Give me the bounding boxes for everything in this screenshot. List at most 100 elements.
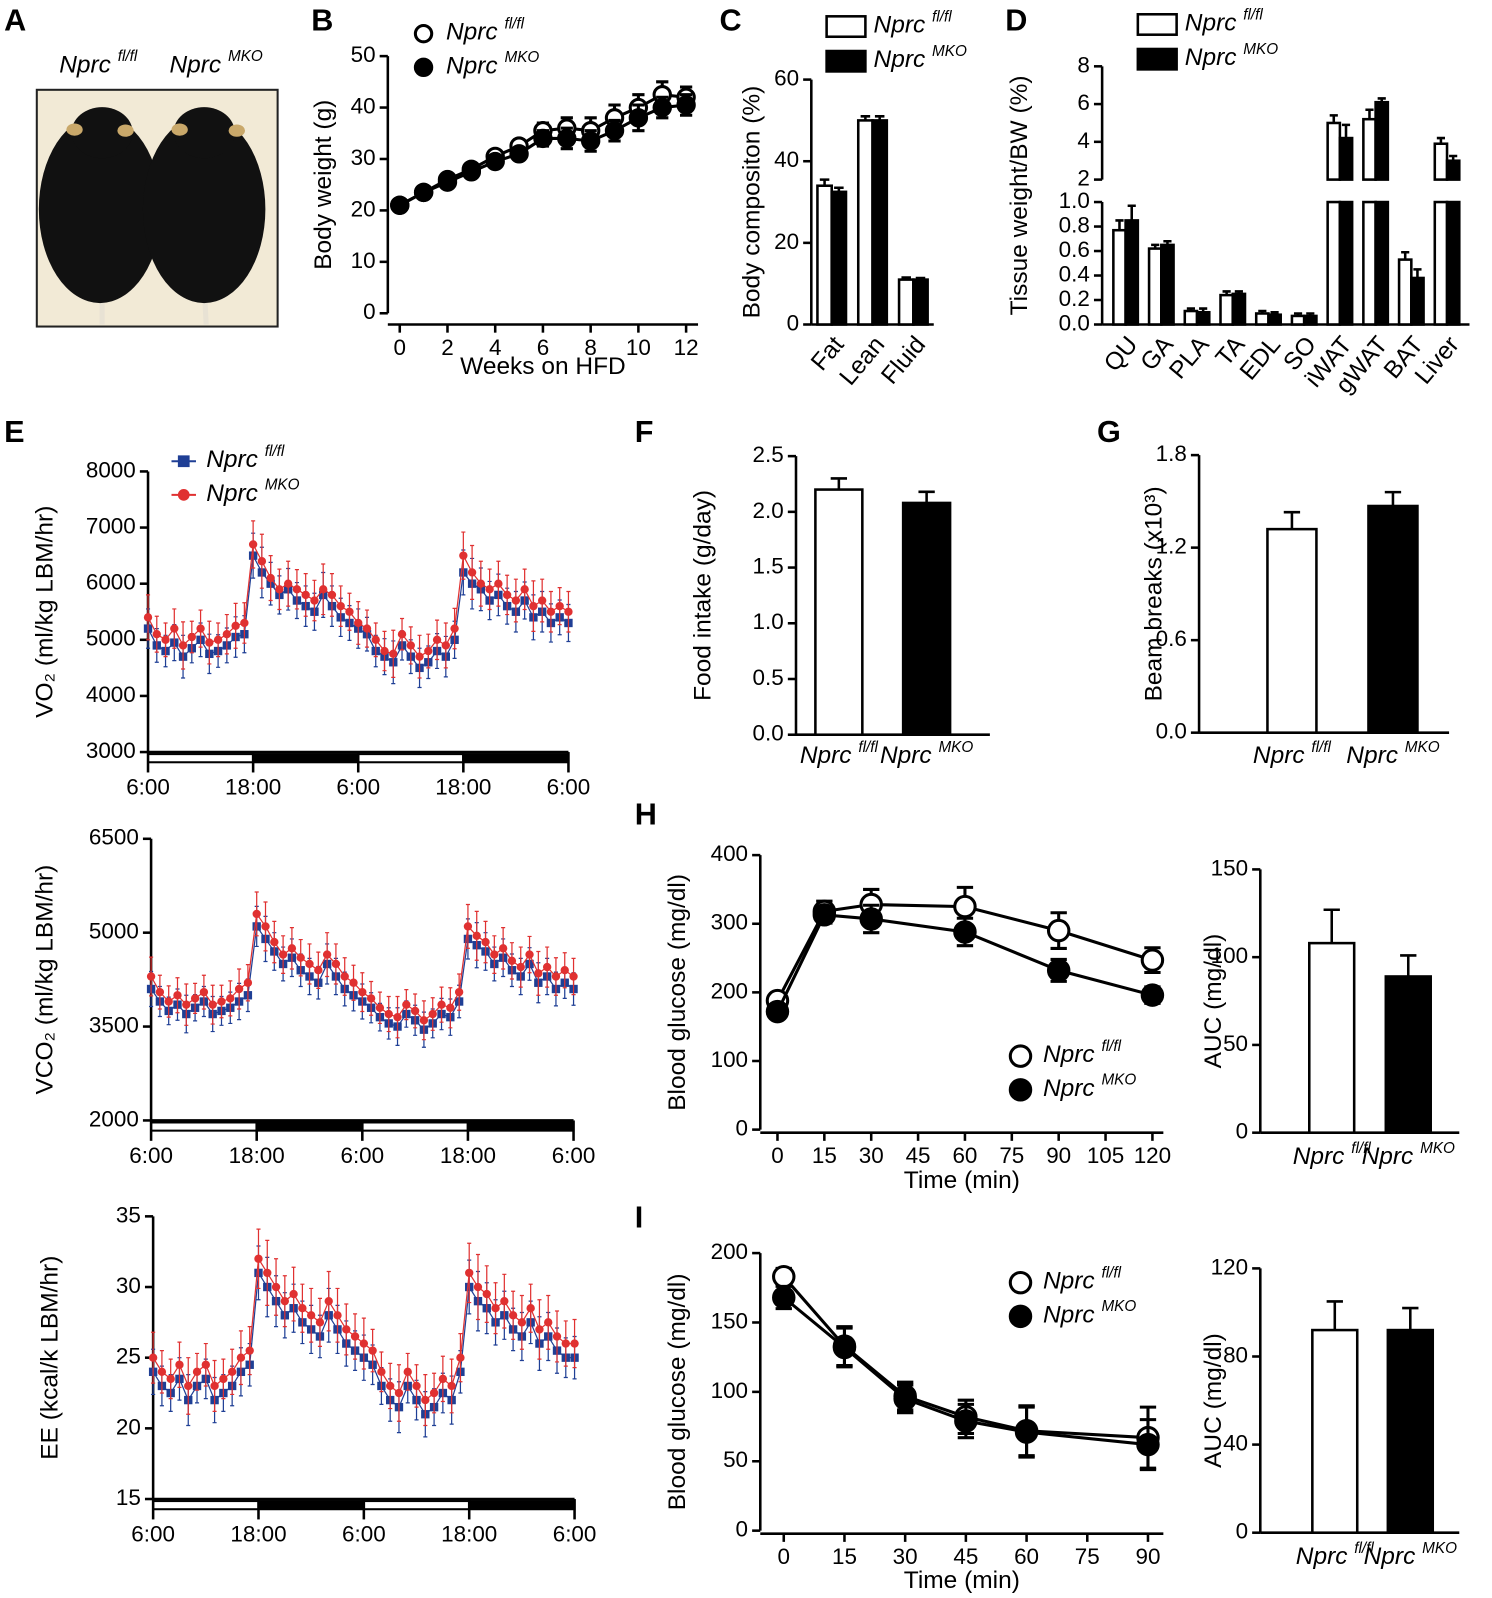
marker bbox=[1136, 1432, 1160, 1457]
error-bar bbox=[1384, 490, 1402, 506]
marker bbox=[201, 1360, 210, 1369]
marker bbox=[187, 632, 197, 642]
legend-marker bbox=[1008, 1270, 1033, 1295]
marker bbox=[437, 172, 458, 192]
x-tick-label: 18:00 bbox=[230, 1522, 286, 1547]
y-tick-label: 1.0 bbox=[753, 609, 784, 634]
y-tick-label: 2.0 bbox=[753, 498, 784, 523]
x-axis-label: Time (min) bbox=[904, 1567, 1020, 1594]
bar-upper bbox=[1326, 121, 1342, 181]
legend-marker bbox=[177, 455, 190, 468]
bar bbox=[1219, 293, 1235, 326]
marker bbox=[456, 1353, 465, 1362]
y-tick-label: 80 bbox=[1223, 1342, 1248, 1367]
marker bbox=[146, 972, 156, 981]
x-tick-label: 2 bbox=[441, 335, 453, 360]
marker bbox=[192, 1367, 202, 1377]
marker bbox=[772, 1264, 796, 1289]
bar bbox=[1384, 975, 1432, 1134]
x-tick-label: 6:00 bbox=[553, 1522, 597, 1547]
marker bbox=[859, 907, 883, 931]
phase-bar bbox=[361, 1121, 469, 1132]
bar bbox=[1254, 312, 1270, 326]
marker bbox=[500, 1296, 509, 1306]
error-bar bbox=[1436, 136, 1445, 144]
y-axis-label: Beam breaks (x10³) bbox=[1141, 486, 1168, 701]
series-line bbox=[776, 913, 1153, 1013]
y-tick-label: 40 bbox=[774, 147, 799, 172]
error-bar bbox=[874, 115, 885, 121]
marker bbox=[560, 966, 569, 975]
x-tick-label: 60 bbox=[952, 1143, 977, 1168]
x-tick-label: 75 bbox=[999, 1143, 1024, 1168]
bar-lower bbox=[1338, 200, 1354, 326]
y-tick-label: 8 bbox=[1077, 52, 1089, 77]
legend-marker bbox=[413, 23, 434, 44]
marker bbox=[533, 128, 553, 149]
y-tick-label: 6 bbox=[1077, 90, 1089, 115]
marker bbox=[525, 950, 534, 959]
y-tick-label: 20 bbox=[116, 1414, 141, 1439]
y-tick-label: 0.6 bbox=[1156, 626, 1187, 651]
y-tick-label: 0.5 bbox=[753, 665, 784, 690]
marker bbox=[143, 613, 153, 622]
bar bbox=[1410, 276, 1425, 326]
marker bbox=[412, 1381, 421, 1391]
x-tick-label: 8 bbox=[584, 335, 596, 360]
bar-upper bbox=[1445, 159, 1461, 181]
y-tick-label: 8000 bbox=[86, 457, 136, 482]
error-bar bbox=[834, 186, 844, 192]
marker bbox=[953, 920, 977, 944]
x-tick-label: 4 bbox=[489, 335, 501, 360]
marker bbox=[508, 1311, 518, 1320]
x-tick-label: 30 bbox=[859, 1143, 884, 1168]
y-tick-label: 6500 bbox=[89, 825, 139, 850]
y-axis-label: EE (kcal/k LBM/hr) bbox=[37, 1256, 64, 1460]
error-bar bbox=[901, 276, 911, 280]
y-tick-label: 150 bbox=[711, 1308, 748, 1333]
marker bbox=[340, 972, 349, 981]
x-tick-label: 0 bbox=[394, 335, 406, 360]
marker bbox=[570, 1339, 579, 1348]
marker bbox=[450, 624, 459, 633]
marker bbox=[481, 937, 490, 947]
marker bbox=[465, 1268, 474, 1278]
marker bbox=[485, 585, 494, 594]
marker bbox=[213, 635, 223, 644]
legend-label: Nprc fl/fl bbox=[446, 16, 525, 47]
phase-bar bbox=[362, 1500, 471, 1511]
marker bbox=[161, 635, 170, 644]
bar bbox=[912, 278, 929, 326]
marker bbox=[358, 987, 367, 997]
bar bbox=[1124, 219, 1140, 326]
mouse-head bbox=[173, 107, 235, 159]
phase-bar bbox=[252, 753, 360, 764]
marker bbox=[226, 994, 235, 1003]
marker bbox=[494, 579, 503, 588]
bar bbox=[1311, 1328, 1359, 1534]
marker bbox=[490, 950, 499, 959]
y-tick-label: 1.2 bbox=[1156, 534, 1187, 559]
marker bbox=[557, 128, 577, 149]
y-tick-label: 0.2 bbox=[1059, 286, 1090, 311]
mouse bbox=[38, 115, 162, 304]
ear bbox=[66, 123, 83, 136]
y-axis-label: Body compositon (%) bbox=[739, 86, 766, 319]
marker bbox=[546, 607, 556, 616]
y-tick-label: 300 bbox=[711, 910, 748, 935]
error-bar bbox=[1400, 954, 1417, 977]
bar-upper bbox=[1338, 136, 1354, 181]
x-tick-label: 6 bbox=[537, 335, 549, 360]
x-tick-label: 60 bbox=[1014, 1544, 1039, 1569]
error-bar bbox=[1293, 312, 1303, 316]
x-axis-label: Time (min) bbox=[904, 1167, 1020, 1194]
legend-label: Nprc fl/fl bbox=[1185, 6, 1264, 37]
x-axis-label: Weeks on HFD bbox=[460, 353, 626, 380]
marker bbox=[210, 1381, 219, 1391]
marker bbox=[413, 182, 434, 203]
y-tick-label: 5000 bbox=[89, 919, 139, 944]
marker bbox=[1140, 948, 1165, 972]
marker bbox=[1046, 958, 1071, 983]
legend-label: Nprc fl/fl bbox=[206, 443, 285, 474]
series-line bbox=[782, 1275, 1149, 1440]
